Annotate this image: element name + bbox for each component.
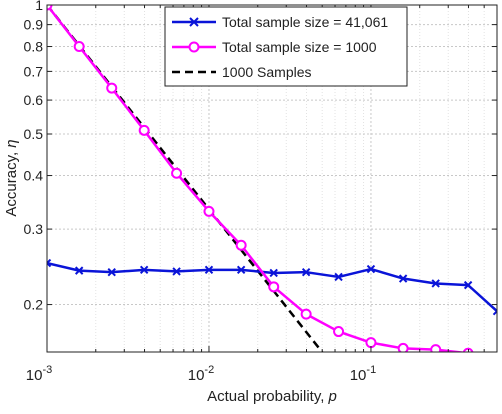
axes-frame xyxy=(46,4,498,353)
y-tick-label: 0.8 xyxy=(24,39,44,55)
data-point-circle xyxy=(300,308,312,320)
x-axis-label: Actual probability, p xyxy=(207,388,337,405)
data-point-x xyxy=(463,280,473,290)
data-point-x xyxy=(269,268,278,278)
data-point-x xyxy=(172,267,181,276)
y-tick-label: 0.7 xyxy=(24,63,44,79)
data-point-circle xyxy=(365,337,377,349)
y-tick-label: 0.4 xyxy=(24,168,44,184)
series-1 xyxy=(47,5,474,352)
data-point-circle xyxy=(47,5,53,11)
data-point-x xyxy=(334,272,343,282)
data-point-x xyxy=(492,306,497,316)
legend: Total sample size = 41,061 Total sample … xyxy=(164,6,408,87)
data-point-x xyxy=(47,258,52,268)
data-point-circle xyxy=(268,281,280,293)
data-point-circle xyxy=(106,82,118,94)
series-0 xyxy=(47,258,497,316)
data-point-circle xyxy=(235,239,247,251)
data-point-circle xyxy=(203,205,215,217)
legend-entry-reference: 1000 Samples xyxy=(172,64,312,80)
y-tick-label: 0.5 xyxy=(24,126,44,142)
x-tick-base: 10 xyxy=(188,367,205,384)
data-point-x xyxy=(431,279,440,288)
legend-marker-x xyxy=(189,17,199,27)
x-tick-base: 10 xyxy=(350,367,367,384)
x-tick-exponent: -3 xyxy=(42,364,52,376)
y-tick-label: 0.6 xyxy=(24,92,44,108)
data-point-x xyxy=(139,265,149,275)
series-layer xyxy=(47,5,497,352)
x-tick-label: 10-2 xyxy=(188,364,214,384)
legend-entry-41061: Total sample size = 41,061 xyxy=(172,14,388,30)
y-axis-label: Accuracy, η xyxy=(3,139,20,216)
data-point-circle xyxy=(138,124,150,136)
data-point-circle xyxy=(397,342,409,352)
data-point-x xyxy=(301,267,311,277)
data-point-x xyxy=(204,265,214,275)
data-point-x xyxy=(107,267,116,277)
data-point-circle xyxy=(171,167,183,179)
ticks: 10.90.80.70.60.50.40.30.210-3 10-2 10-1 xyxy=(24,0,498,384)
y-tick-label: 0.3 xyxy=(24,221,44,237)
legend-label-1000: Total sample size = 1000 xyxy=(222,39,377,55)
x-tick-base: 10 xyxy=(26,367,43,384)
data-point-x xyxy=(236,265,246,275)
legend-label-41061: Total sample size = 41,061 xyxy=(222,14,388,30)
x-tick-label: 10-1 xyxy=(350,364,376,384)
data-point-x xyxy=(398,274,408,283)
data-point-circle xyxy=(333,326,345,338)
x-tick-exponent: -2 xyxy=(204,364,214,376)
data-point-x xyxy=(366,264,376,274)
x-tick-exponent: -1 xyxy=(366,364,376,376)
data-point-circle xyxy=(430,344,442,352)
x-tick-label: 10-3 xyxy=(26,364,52,384)
legend-entry-1000: Total sample size = 1000 xyxy=(172,39,377,55)
legend-marker-circle xyxy=(188,41,200,53)
data-point-circle xyxy=(73,41,85,53)
y-tick-label: 1 xyxy=(35,0,43,13)
data-point-x xyxy=(74,266,84,275)
legend-label-reference: 1000 Samples xyxy=(222,64,312,80)
y-tick-label: 0.2 xyxy=(24,297,44,313)
y-tick-label: 0.9 xyxy=(24,17,44,33)
